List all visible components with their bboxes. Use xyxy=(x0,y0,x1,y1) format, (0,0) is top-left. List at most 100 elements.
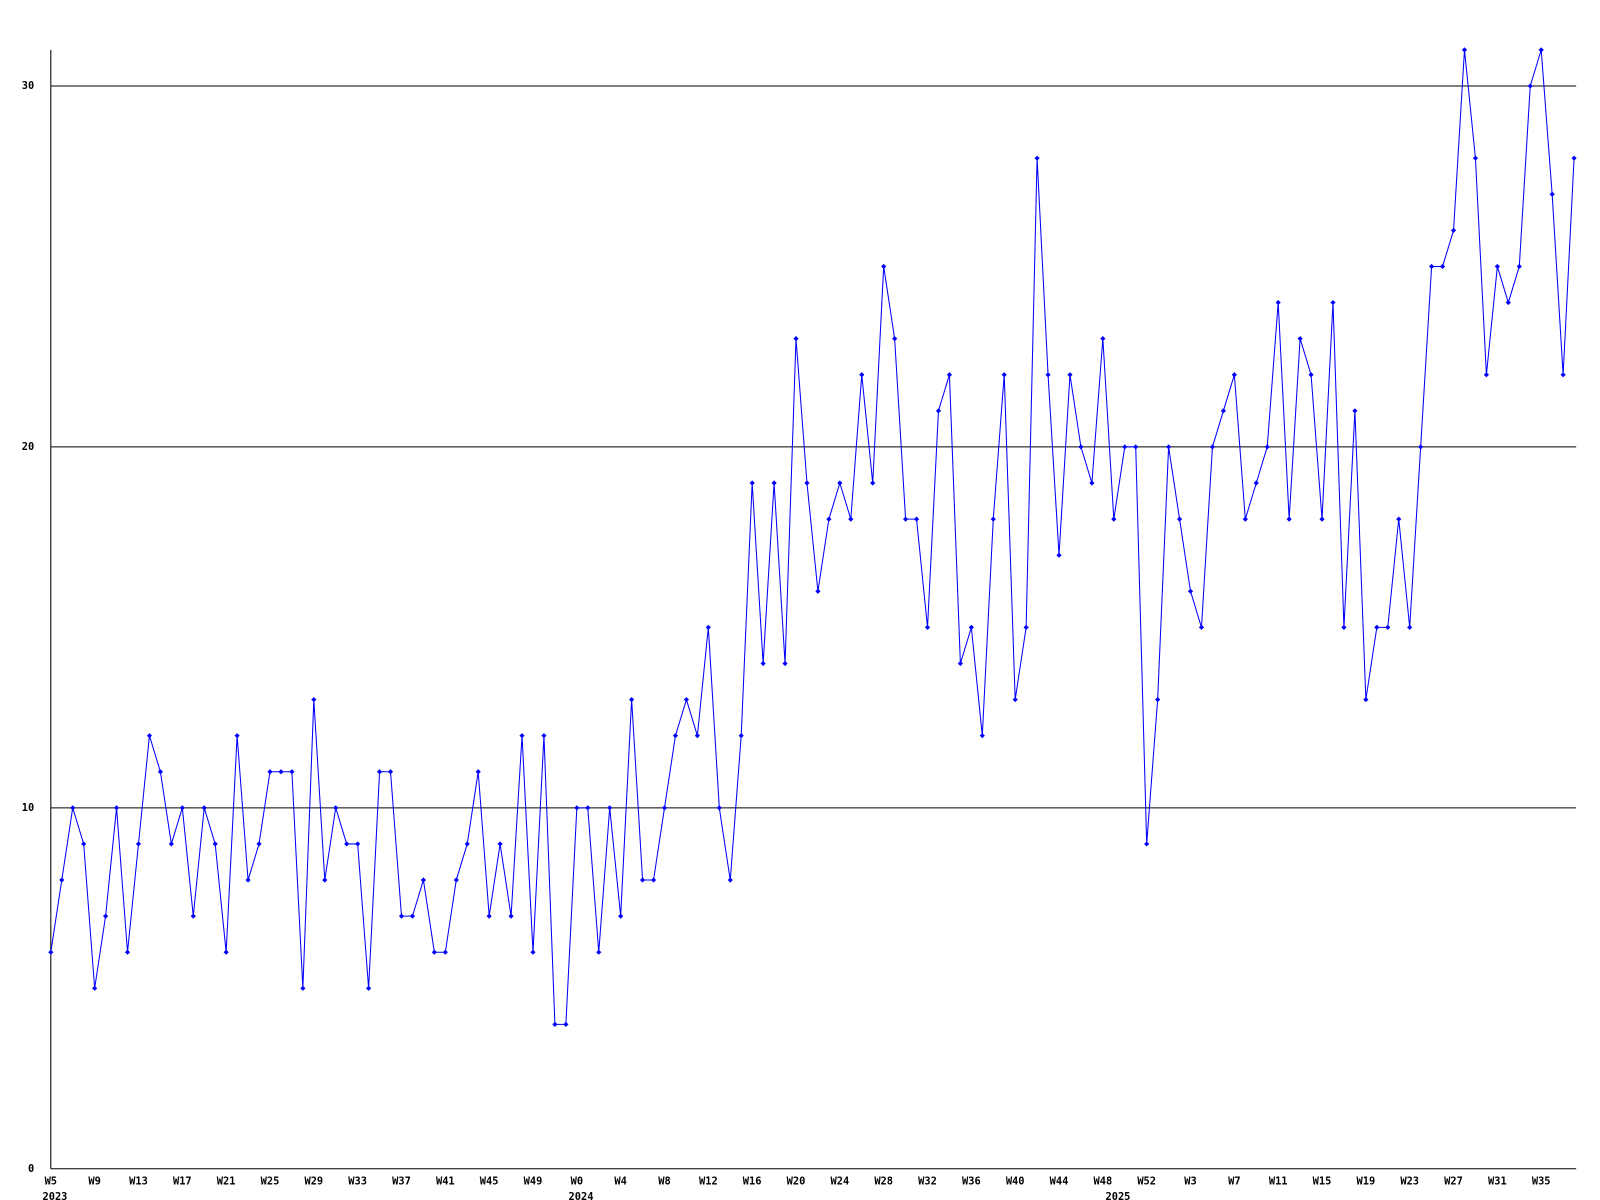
x-tick-label: W12 xyxy=(699,1175,718,1187)
data-point xyxy=(618,913,624,919)
x-tick-label: W21 xyxy=(217,1175,236,1187)
x-year-label: 2024 xyxy=(569,1191,594,1200)
data-point xyxy=(245,877,251,883)
data-point xyxy=(1297,336,1303,342)
data-point xyxy=(1461,47,1468,53)
data-point xyxy=(990,516,996,522)
data-point xyxy=(453,877,459,883)
data-point xyxy=(267,769,273,775)
y-tick-label: 10 xyxy=(22,802,34,814)
data-point xyxy=(1100,336,1106,342)
data-point xyxy=(1352,408,1358,414)
data-point xyxy=(1144,841,1150,847)
data-point xyxy=(924,624,931,630)
data-point xyxy=(464,841,470,847)
x-tick-label: W11 xyxy=(1269,1175,1288,1187)
data-point xyxy=(1187,588,1194,594)
x-tick-label: W48 xyxy=(1093,1175,1112,1187)
data-point xyxy=(913,516,920,522)
data-point xyxy=(903,516,909,522)
data-point xyxy=(552,1021,558,1027)
x-tick-label: W0 xyxy=(571,1175,583,1187)
data-line xyxy=(50,49,1575,1025)
x-tick-label: W25 xyxy=(261,1175,280,1187)
data-point xyxy=(124,949,131,955)
x-tick-label: W37 xyxy=(392,1175,411,1187)
x-tick-label: W28 xyxy=(874,1175,893,1187)
x-tick-label: W13 xyxy=(129,1175,148,1187)
data-point xyxy=(596,949,602,955)
data-point xyxy=(650,877,657,883)
data-point xyxy=(1560,372,1566,378)
data-point xyxy=(804,480,810,486)
data-point xyxy=(957,660,963,667)
data-point xyxy=(190,913,196,919)
data-point xyxy=(1439,263,1446,270)
data-point xyxy=(1242,516,1248,522)
data-point xyxy=(1001,372,1007,378)
data-point xyxy=(146,733,153,739)
data-point xyxy=(135,841,142,847)
data-point xyxy=(333,805,339,811)
data-point xyxy=(1122,444,1128,450)
data-point xyxy=(727,877,733,883)
data-point xyxy=(234,733,240,739)
data-point xyxy=(1111,516,1117,522)
x-tick-label: W49 xyxy=(524,1175,543,1187)
data-point xyxy=(859,372,865,378)
data-point xyxy=(168,841,174,847)
data-point xyxy=(81,841,87,847)
data-point xyxy=(1407,624,1413,630)
x-tick-label: W32 xyxy=(918,1175,937,1187)
data-point xyxy=(815,588,821,594)
x-tick-label: W5 xyxy=(45,1175,57,1187)
x-tick-label: W19 xyxy=(1357,1175,1376,1187)
data-point xyxy=(201,805,207,811)
data-point xyxy=(113,805,120,811)
data-point xyxy=(1538,47,1544,53)
x-tick-label: W33 xyxy=(348,1175,367,1187)
data-point xyxy=(705,624,711,630)
data-point xyxy=(738,733,744,739)
data-point xyxy=(212,841,218,847)
x-tick-label: W40 xyxy=(1006,1175,1025,1187)
data-point xyxy=(1385,624,1391,630)
data-point xyxy=(760,660,766,667)
data-point xyxy=(59,877,65,883)
data-point xyxy=(1067,372,1073,378)
data-point xyxy=(968,624,974,630)
x-tick-label: W36 xyxy=(962,1175,981,1187)
data-point xyxy=(1341,624,1347,630)
data-point xyxy=(1231,372,1237,378)
x-tick-label: W20 xyxy=(787,1175,806,1187)
data-point xyxy=(771,480,777,486)
data-point xyxy=(1472,155,1479,161)
data-point xyxy=(1220,408,1226,414)
data-point xyxy=(979,733,985,739)
data-point xyxy=(1450,227,1457,233)
data-point xyxy=(530,949,536,955)
data-point xyxy=(409,913,416,919)
x-tick-label: W4 xyxy=(614,1175,626,1187)
data-point xyxy=(70,805,76,811)
data-point xyxy=(519,733,525,739)
data-point xyxy=(1155,696,1161,703)
x-year-label: 2023 xyxy=(42,1191,67,1200)
data-point xyxy=(1045,372,1051,378)
data-point xyxy=(585,805,591,811)
data-point xyxy=(179,805,185,811)
data-point xyxy=(716,805,722,811)
data-point xyxy=(1264,444,1270,450)
data-point xyxy=(1198,624,1205,630)
data-point xyxy=(157,769,163,775)
y-tick-label: 20 xyxy=(22,441,34,453)
data-point xyxy=(1056,552,1062,558)
data-point xyxy=(607,805,613,811)
data-point xyxy=(1483,372,1489,378)
x-tick-label: W44 xyxy=(1050,1175,1069,1187)
data-point xyxy=(782,660,788,667)
data-point xyxy=(387,769,394,775)
data-point xyxy=(826,516,832,522)
